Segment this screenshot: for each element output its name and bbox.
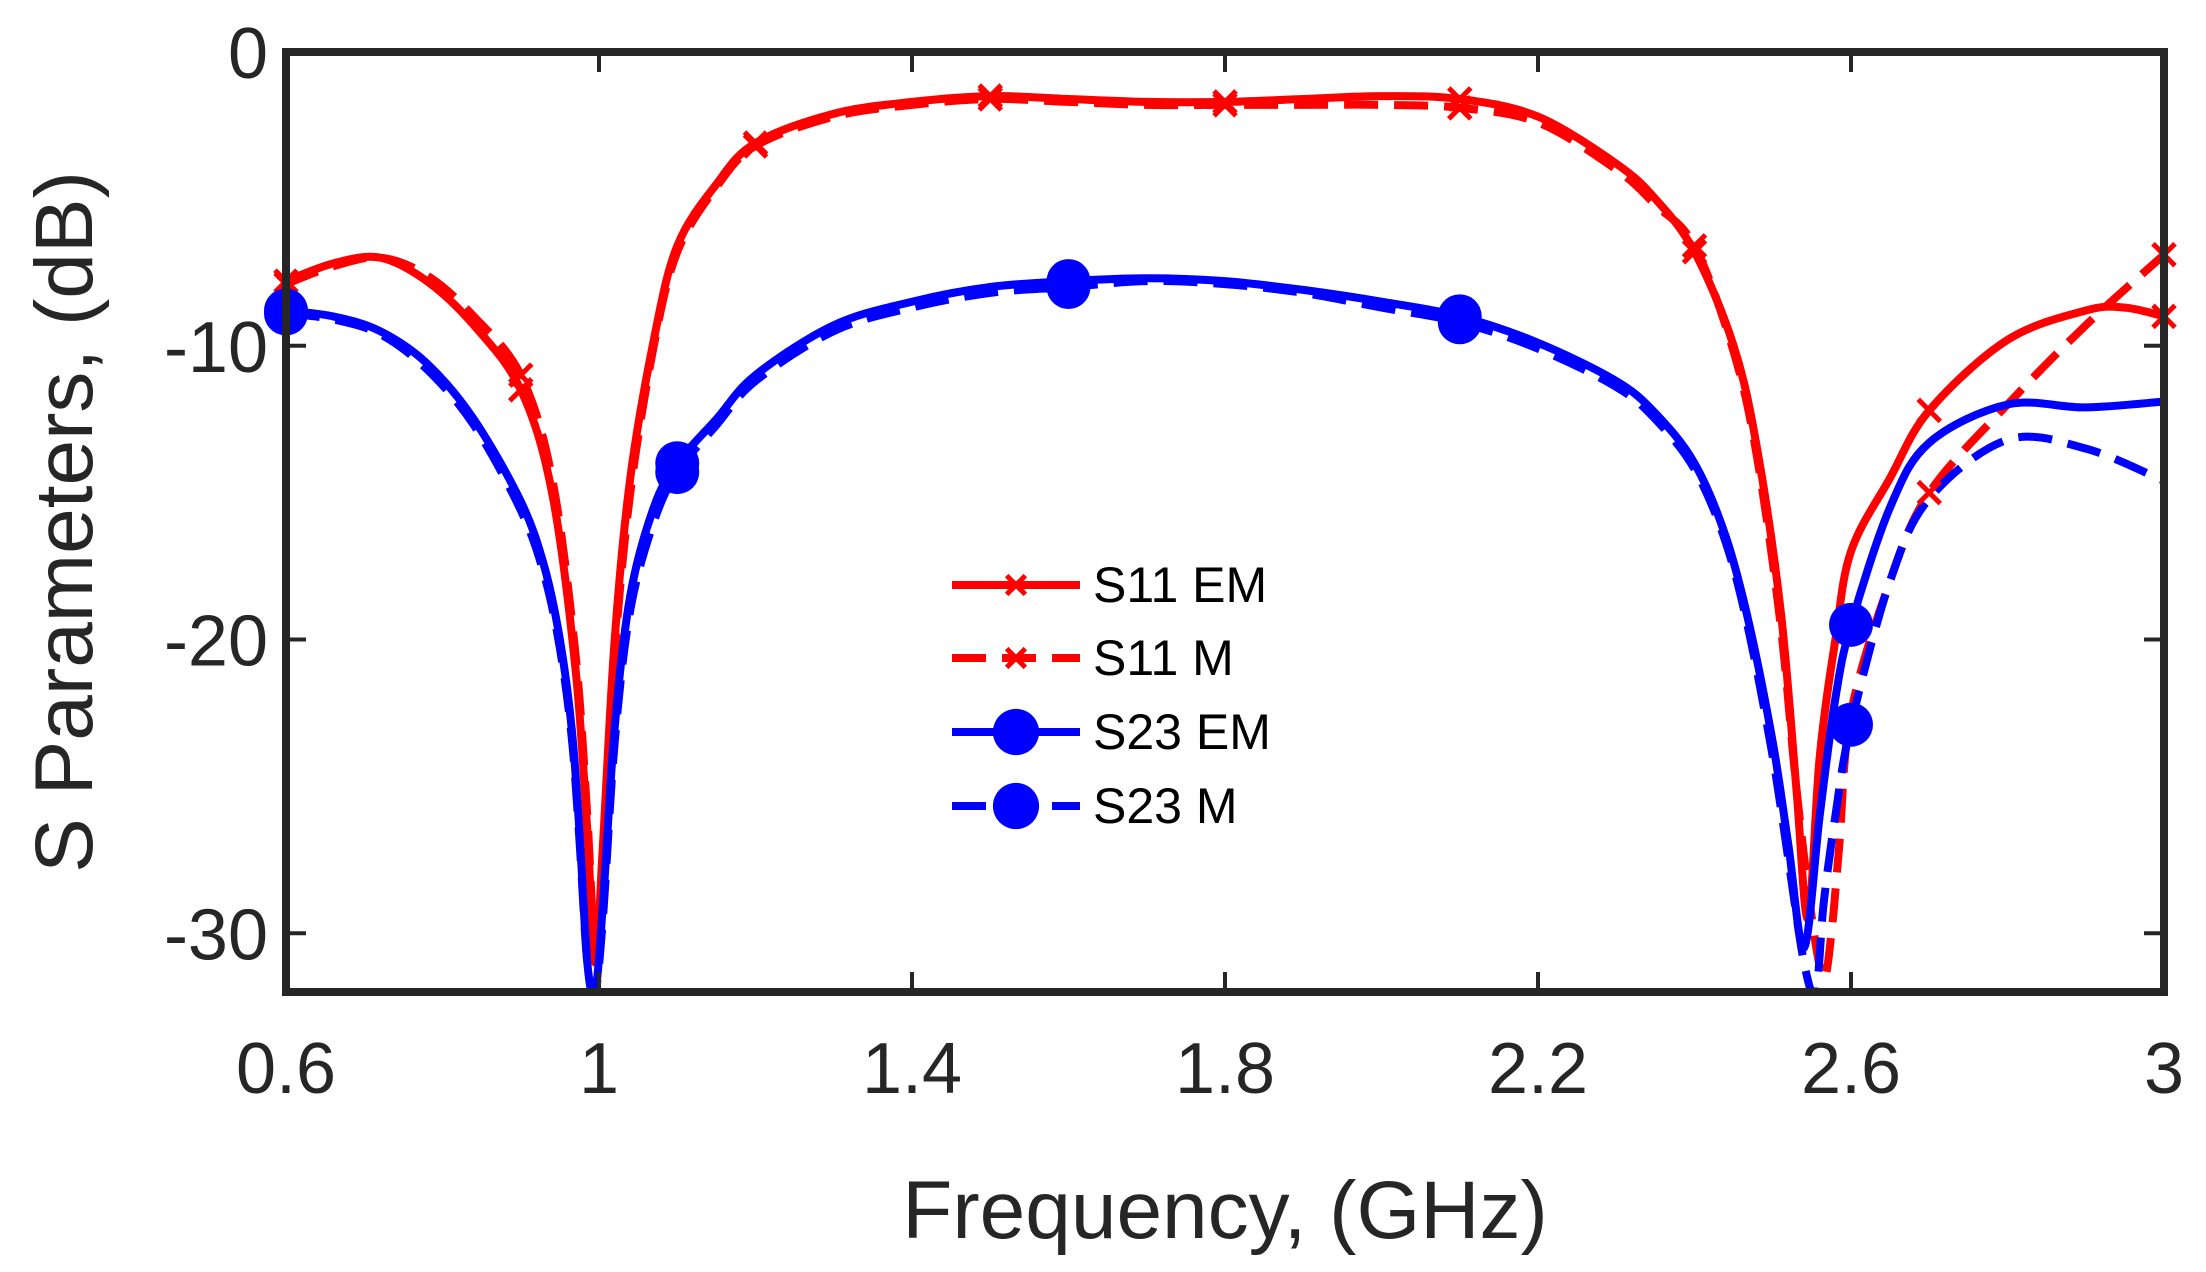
marker-s11-m-5	[1446, 95, 1473, 121]
plot-area-background	[286, 52, 2164, 992]
y-tick-label: 0	[228, 14, 268, 94]
legend-marker-s11-em	[1004, 573, 1028, 597]
x-tick-label: 3	[2144, 1029, 2184, 1109]
marker-s23-m-3	[1437, 300, 1482, 345]
marker-s11-em-7	[1916, 397, 1943, 424]
legend-label-s11-em: S11 EM	[1093, 557, 1267, 613]
x-tick-label: 1.8	[1175, 1029, 1275, 1109]
x-tick-label: 1	[579, 1029, 619, 1109]
tick-layer	[284, 50, 2166, 992]
y-tick-label: -30	[164, 895, 268, 975]
legend-label-s23-m: S23 M	[1093, 778, 1238, 834]
y-tick-labels: 0 -10 -20 -30	[164, 14, 268, 975]
x-axis-label: Frequency, (GHz)	[902, 1165, 1548, 1256]
legend-marker-s23-em	[992, 708, 1040, 756]
marker-layer	[264, 83, 2177, 747]
marker-s23-m-4	[1829, 702, 1873, 747]
marker-s11-m-7	[1916, 479, 1943, 506]
y-tick-label: -20	[164, 602, 268, 682]
x-tick-label: 2.2	[1488, 1029, 1588, 1109]
legend-label-s11-m: S11 M	[1093, 630, 1234, 686]
marker-s23-m-1	[655, 450, 700, 495]
marker-s11-m-4	[1212, 92, 1238, 118]
x-tick-label: 0.6	[236, 1029, 336, 1109]
legend: S11 EM S11 M S23 EM S23 M	[952, 557, 1271, 834]
y-tick-label: -10	[164, 308, 268, 388]
legend-label-s23-em: S23 EM	[1093, 704, 1271, 760]
series-line-s23-m	[286, 277, 2164, 992]
marker-s11-m-3	[977, 86, 1004, 112]
marker-s11-m-1	[507, 362, 534, 388]
marker-s11-m-2	[742, 133, 769, 159]
y-axis-label: S Parameters, (dB)	[19, 171, 110, 873]
x-tick-label: 1.4	[862, 1029, 962, 1109]
marker-s11-m-6	[1681, 233, 1708, 259]
legend-marker-s11-m	[1004, 646, 1028, 670]
marker-s11-em-5	[1446, 86, 1473, 112]
legend-marker-s23-m	[992, 782, 1040, 830]
marker-s23-em-4	[1829, 602, 1873, 647]
x-tick-label: 2.6	[1801, 1029, 1901, 1109]
series-line-s11-m	[286, 94, 2164, 982]
marker-s11-em-6	[1681, 238, 1708, 265]
x-tick-labels: 0.6 1 1.4 1.8 2.2 2.6 3	[236, 1029, 2184, 1109]
marker-s23-m-2	[1046, 265, 1091, 309]
